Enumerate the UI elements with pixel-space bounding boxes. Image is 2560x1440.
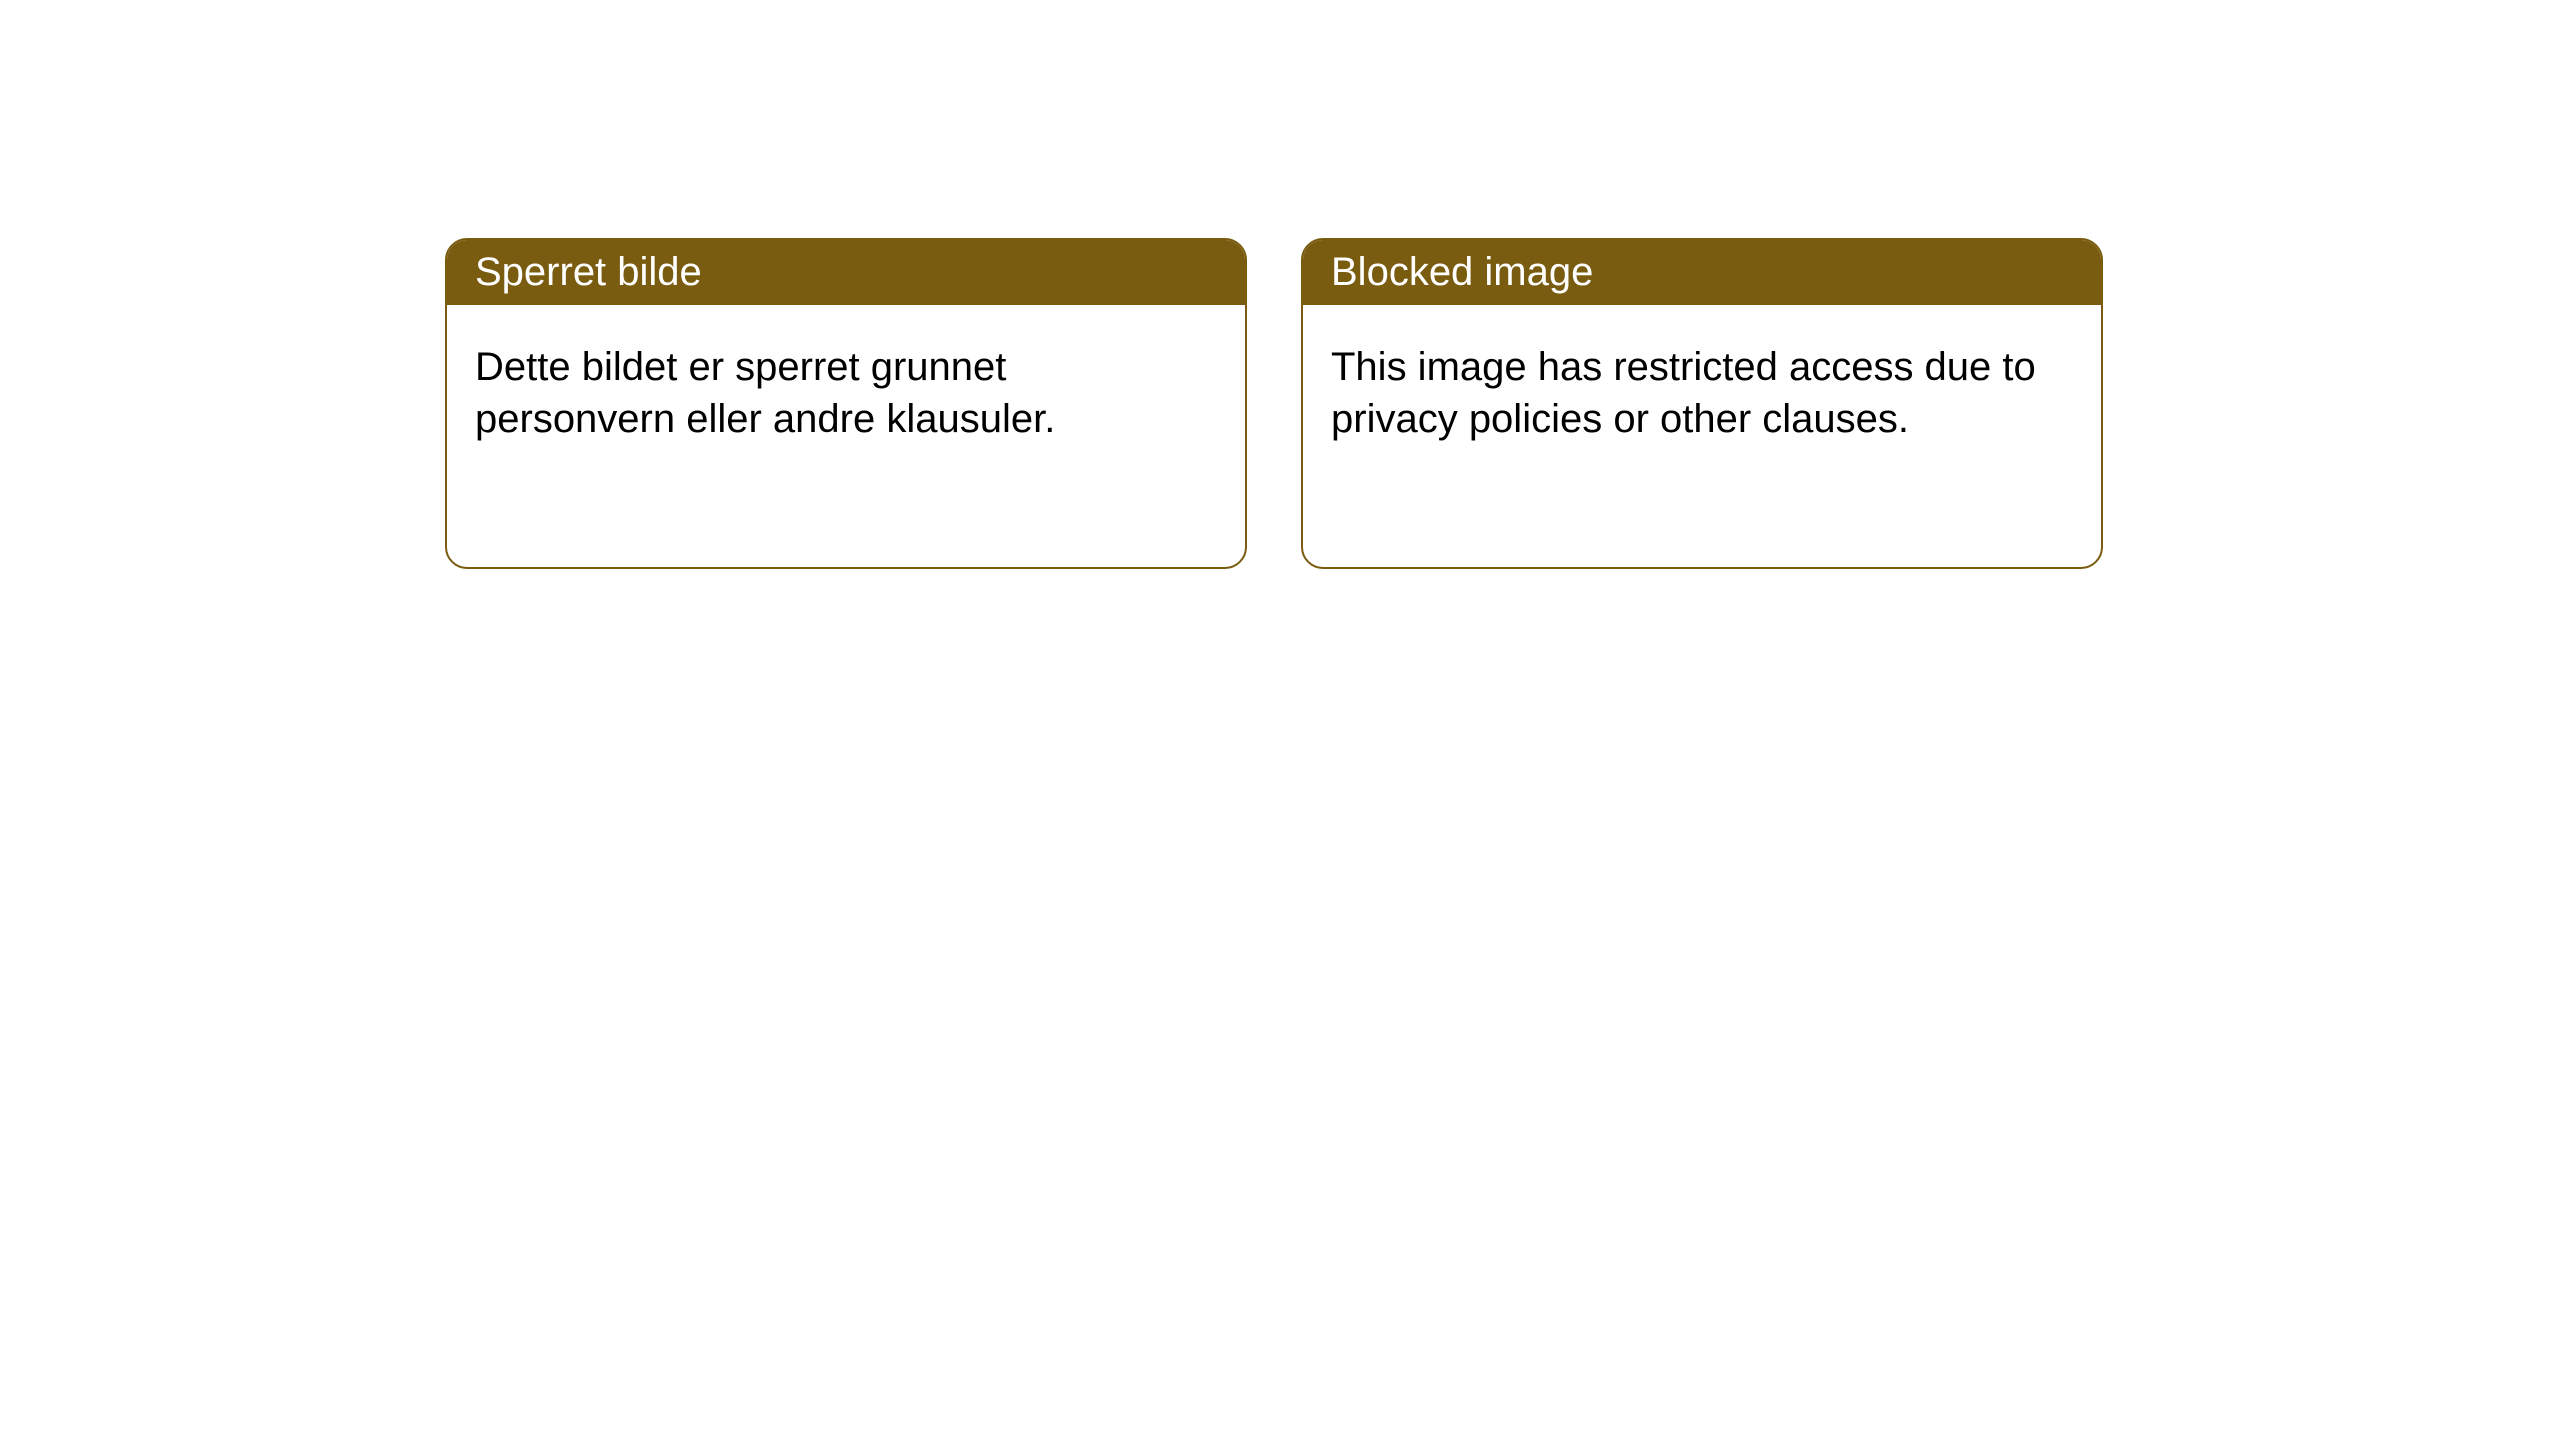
card-header-no: Sperret bilde — [447, 240, 1245, 305]
card-body-en: This image has restricted access due to … — [1303, 305, 2101, 481]
card-container: Sperret bilde Dette bildet er sperret gr… — [0, 0, 2560, 569]
card-title-en: Blocked image — [1331, 250, 1593, 294]
card-message-en: This image has restricted access due to … — [1331, 345, 2036, 441]
blocked-image-card-no: Sperret bilde Dette bildet er sperret gr… — [445, 238, 1247, 569]
blocked-image-card-en: Blocked image This image has restricted … — [1301, 238, 2103, 569]
card-title-no: Sperret bilde — [475, 250, 702, 294]
card-message-no: Dette bildet er sperret grunnet personve… — [475, 345, 1055, 441]
card-body-no: Dette bildet er sperret grunnet personve… — [447, 305, 1245, 481]
card-header-en: Blocked image — [1303, 240, 2101, 305]
